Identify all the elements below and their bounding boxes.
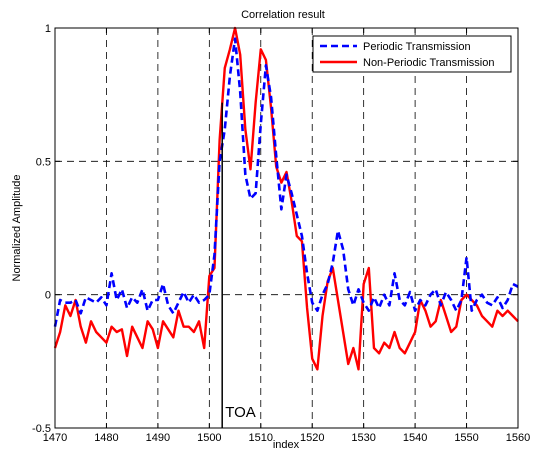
legend-box [312, 35, 512, 73]
x-tick-label: 1510 [249, 432, 273, 444]
annotations: TOA [221, 102, 256, 428]
periodic-transmission-line [53, 37, 519, 327]
plot-frame [54, 27, 519, 429]
x-tick-label: 1520 [300, 432, 324, 444]
x-tick-label: 1480 [94, 432, 118, 444]
x-tick-label: 1550 [454, 432, 478, 444]
x-tick-label: 1490 [146, 432, 170, 444]
legend: Periodic Transmission Non-Periodic Transm… [312, 35, 512, 73]
x-tick-label: 1470 [43, 432, 67, 444]
y-axis-label: Normalized Amplitude [11, 175, 23, 282]
axis-ticks: 1470 1480 1490 1500 1510 1520 1530 1540 1550 1560… [32, 23, 530, 444]
legend-entry: Periodic Transmission [363, 41, 471, 53]
x-tick-label: 1560 [506, 432, 530, 444]
y-tick-label: -0.5 [32, 423, 51, 435]
chart-title: Correlation result [241, 9, 325, 21]
y-tick-label: 0 [45, 290, 51, 302]
series-group [53, 26, 519, 371]
legend-entry: Non-Periodic Transmission [363, 57, 494, 69]
x-tick-label: 1530 [351, 432, 375, 444]
x-axis-label: index [273, 439, 300, 451]
non-periodic-transmission-line [53, 26, 519, 371]
toa-label: TOA [225, 404, 256, 421]
x-tick-label: 1500 [197, 432, 221, 444]
y-tick-label: 1 [45, 23, 51, 35]
x-tick-label: 1540 [403, 432, 427, 444]
grid [55, 28, 518, 428]
y-tick-label: 0.5 [36, 156, 51, 168]
